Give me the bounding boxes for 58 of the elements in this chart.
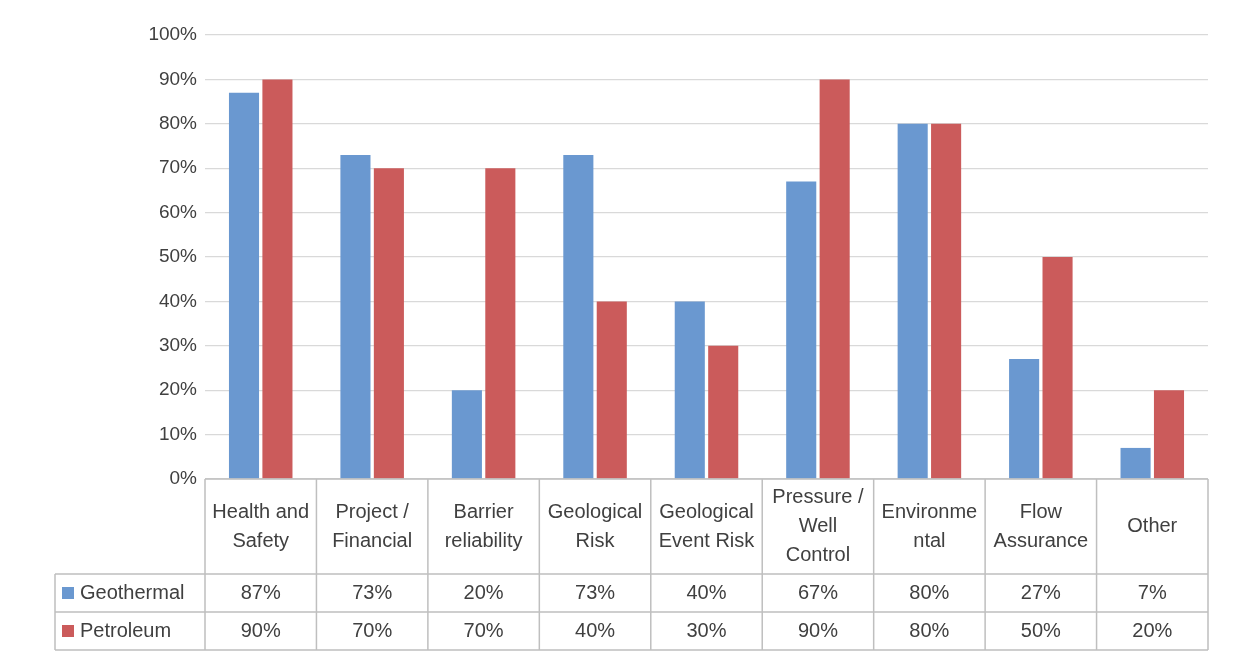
bar (262, 79, 293, 479)
data-label: 73% (575, 580, 616, 603)
bar (897, 123, 928, 479)
data-label: 27% (1020, 580, 1062, 603)
y-tick-label: 100% (148, 23, 198, 45)
bar (451, 390, 482, 479)
bar (786, 181, 817, 479)
y-tick-label: 40% (158, 289, 198, 311)
x-tick-label: Health and Safety (212, 499, 310, 551)
data-label: 87% (240, 580, 281, 603)
x-tick-label: Flow Assurance (993, 499, 1089, 551)
data-label: 90% (797, 618, 839, 641)
data-label: 90% (240, 618, 281, 641)
data-label: 20% (1132, 618, 1173, 641)
data-label: 7% (1137, 580, 1167, 603)
y-tick-label: 60% (158, 200, 198, 222)
bar (1120, 447, 1151, 479)
bar (563, 154, 594, 479)
y-tick-label: 50% (158, 245, 198, 267)
y-tick-label: 70% (158, 156, 198, 178)
x-tick-label: Barrier reliability (444, 499, 523, 551)
bar (931, 123, 962, 479)
bar (1009, 359, 1040, 479)
data-label: 73% (352, 580, 393, 603)
y-tick-label: 0% (169, 467, 198, 489)
bar (340, 154, 371, 479)
y-tick-label: 30% (158, 334, 198, 356)
y-tick-label: 80% (158, 112, 198, 134)
data-label: 80% (909, 618, 950, 641)
bar (708, 345, 739, 479)
data-label: 30% (686, 618, 727, 641)
data-label: 20% (463, 580, 504, 603)
legend-label: Petroleum (80, 618, 172, 641)
y-tick-label: 10% (158, 422, 198, 444)
bar (596, 301, 627, 479)
bar (1153, 390, 1185, 479)
data-label: 40% (575, 618, 616, 641)
x-tick-label: Other (1127, 514, 1178, 537)
x-tick-label: Pressure / Well Control (772, 485, 864, 566)
data-label: 50% (1020, 618, 1062, 641)
x-tick-label: Environmental (881, 499, 978, 551)
x-tick-label: Project / Financial (332, 499, 413, 551)
data-label: 40% (686, 580, 727, 603)
data-label: 70% (352, 618, 393, 641)
data-label: 67% (797, 580, 839, 603)
x-tick-label: Geological Event Risk (658, 499, 756, 551)
legend-label: Geothermal (80, 580, 185, 603)
bar (674, 301, 705, 479)
bar (228, 92, 260, 479)
bar (1042, 257, 1073, 479)
x-tick-label: Geological Risk (547, 499, 643, 551)
bar (819, 79, 850, 479)
bar (373, 168, 404, 479)
data-label: 70% (463, 618, 504, 641)
y-tick-label: 20% (158, 378, 198, 400)
bar (485, 168, 516, 479)
data-label: 80% (909, 580, 950, 603)
y-tick-label: 90% (158, 67, 198, 89)
